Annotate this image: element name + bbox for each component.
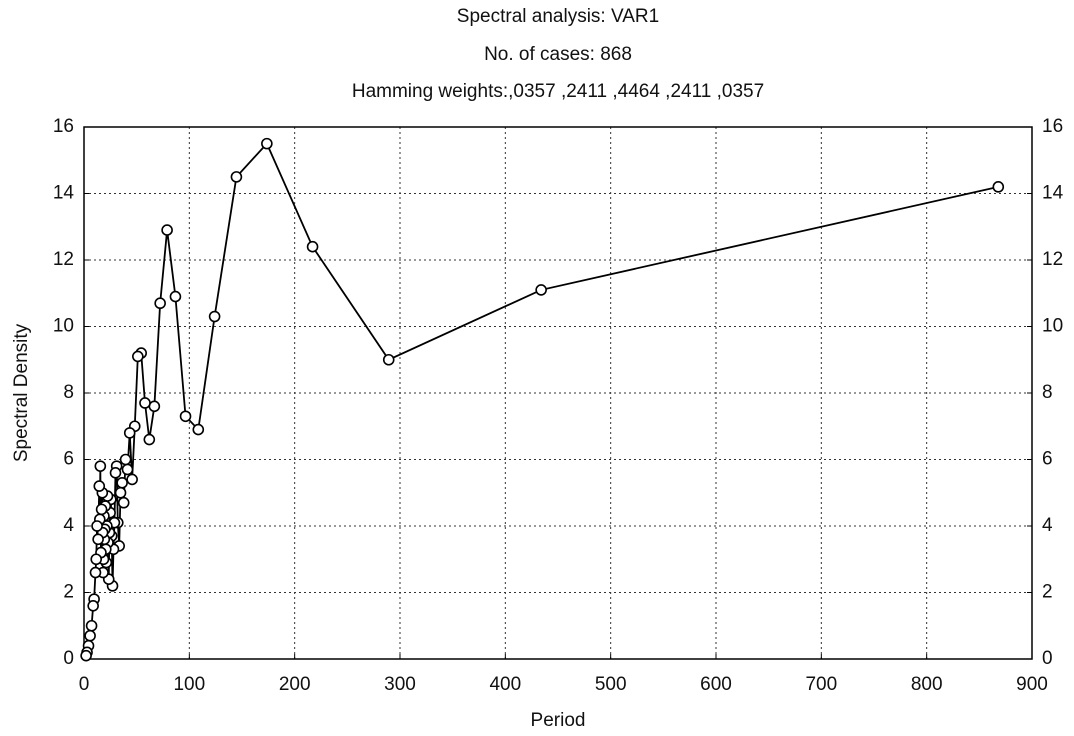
y-tick-label: 14 (53, 183, 75, 204)
data-point (95, 503, 108, 516)
x-tick-label: 200 (279, 674, 311, 695)
data-point (535, 284, 547, 296)
data-point (117, 496, 130, 509)
y2-tick-label: 10 (1042, 316, 1063, 337)
data-point (382, 353, 395, 366)
y2-tick-label: 0 (1042, 648, 1053, 669)
y-tick-label: 4 (63, 515, 74, 536)
data-point (154, 297, 166, 310)
y-axis-label: Spectral Density (11, 323, 32, 462)
data-point (109, 466, 122, 479)
x-tick-label: 100 (173, 674, 205, 695)
chart-subtitle: No. of cases: 868 (484, 44, 632, 65)
x-tick-label: 800 (911, 674, 943, 695)
data-point (92, 533, 104, 546)
y2-tick-label: 14 (1042, 183, 1064, 204)
x-tick-label: 500 (595, 674, 627, 695)
data-point (80, 649, 92, 662)
data-point (89, 566, 102, 579)
data-point (126, 473, 138, 486)
data-point (121, 463, 134, 476)
data-point (114, 486, 127, 499)
data-point (261, 137, 273, 150)
y2-tick-label: 4 (1042, 515, 1053, 536)
y2-tick-label: 6 (1042, 449, 1053, 470)
data-point (119, 453, 132, 466)
data-point (91, 520, 103, 532)
data-point (116, 476, 128, 489)
data-point (90, 553, 103, 566)
data-point (230, 171, 243, 183)
data-point (139, 397, 151, 409)
data-point (179, 410, 192, 423)
y-tick-label: 2 (63, 582, 74, 603)
annotation: Hamming weights:,0357 ,2411 ,4464 ,2411 … (352, 81, 764, 102)
y-tick-label: 16 (53, 116, 74, 137)
data-point (208, 310, 221, 323)
data-point (94, 460, 107, 472)
data-point (123, 427, 136, 439)
x-tick-label: 900 (1016, 674, 1048, 695)
data-point (306, 240, 319, 253)
y2-tick-label: 12 (1042, 249, 1063, 270)
data-point (143, 433, 156, 446)
y2-tick-label: 8 (1042, 382, 1053, 403)
x-tick-label: 300 (384, 674, 416, 695)
x-tick-label: 0 (79, 674, 90, 695)
data-point (93, 480, 106, 492)
y-tick-label: 8 (63, 382, 74, 403)
x-axis-label: Period (531, 710, 586, 731)
y-tick-label: 0 (63, 648, 74, 669)
y-tick-label: 6 (63, 449, 74, 470)
series-line (85, 142, 999, 656)
x-tick-label: 700 (805, 674, 837, 695)
plot-frame (83, 126, 1033, 660)
y-tick-label: 10 (53, 316, 74, 337)
y2-tick-label: 2 (1042, 582, 1053, 603)
x-tick-label: 400 (489, 674, 521, 695)
data-point (169, 290, 182, 303)
data-point (148, 400, 161, 413)
data-point (85, 619, 98, 632)
data-point (992, 181, 1005, 193)
data-point (161, 224, 173, 236)
chart-title: Spectral analysis: VAR1 (457, 6, 659, 27)
data-point (132, 350, 144, 363)
data-point (87, 599, 99, 612)
x-tick-label: 600 (700, 674, 732, 695)
y-tick-label: 12 (53, 249, 74, 270)
y2-tick-label: 16 (1042, 116, 1063, 137)
data-point (84, 629, 96, 642)
data-point (192, 423, 205, 436)
